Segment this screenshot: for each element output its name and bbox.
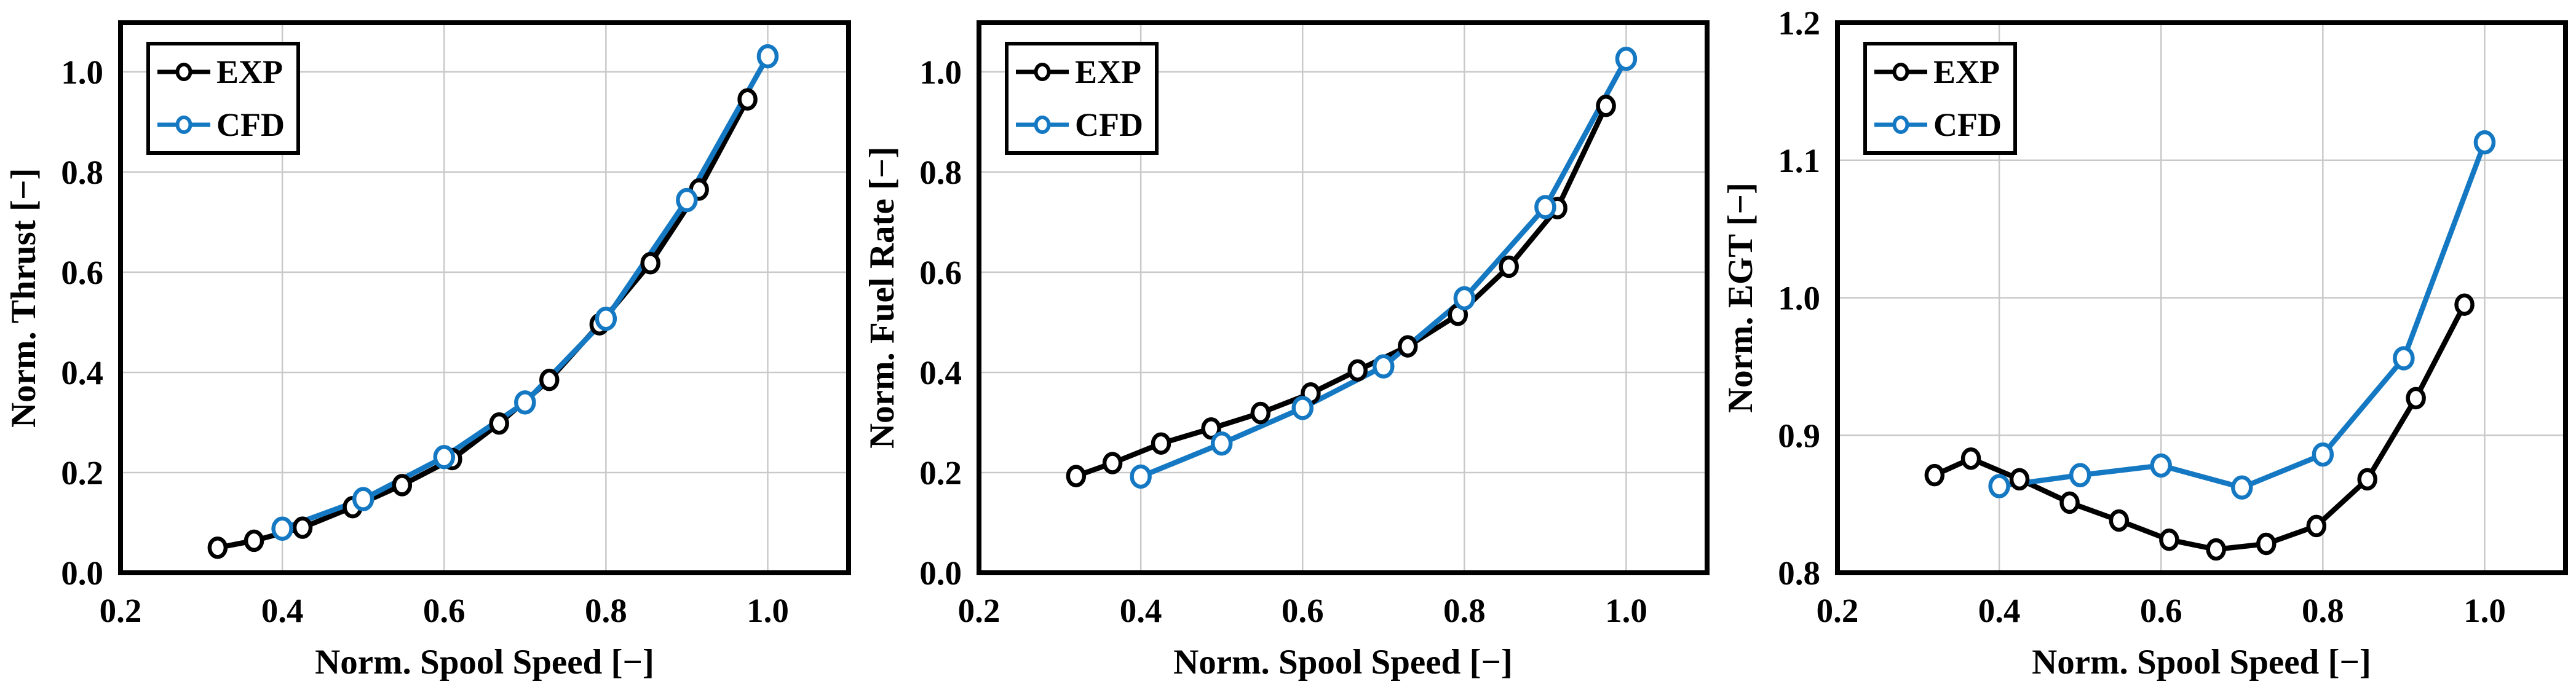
plot-border [118,20,851,575]
exp-line-marker-swatch [1016,61,1069,82]
svg-text:0.2: 0.2 [100,592,142,629]
svg-text:0.8: 0.8 [61,154,103,191]
gridlines [1837,23,2566,573]
y-axis-label-fuel-rate: Norm. Fuel Rate [−] [863,146,902,449]
x-tick-labels: 0.2 0.4 0.6 0.8 1.0 [1817,592,2506,629]
x-tick-labels: 0.2 0.4 0.6 0.8 1.0 [958,592,1647,629]
series-markers-EXP [1066,95,1616,487]
svg-text:1.0: 1.0 [2463,592,2506,629]
svg-text:0.6: 0.6 [919,254,962,291]
legend-label-cfd: CFD [1075,106,1143,143]
svg-text:1.0: 1.0 [919,53,962,91]
y-tick-labels: 0.0 0.2 0.4 0.6 0.8 1.0 [919,53,962,592]
legend-item-exp: EXP [157,53,296,91]
svg-text:0.6: 0.6 [61,254,103,291]
svg-text:0.4: 0.4 [1978,592,2021,629]
chart-panel-egt: 0.2 0.4 0.6 0.8 1.0 0.8 0.9 1.0 1.1 1.2 Norm. EGT… [1717,0,2575,684]
y-axis-label-thrust: Norm. Thrust [−] [4,168,43,428]
svg-text:0.8: 0.8 [1778,554,1820,592]
y-axis-label-egt: Norm. EGT [−] [1721,183,1760,413]
x-axis-label-spool-speed: Norm. Spool Speed [−] [1173,643,1513,682]
svg-text:0.2: 0.2 [958,592,1001,629]
legend-item-cfd: CFD [1874,106,2013,144]
legend-label-exp: EXP [216,53,283,90]
plot-border [1835,20,2568,575]
series-markers-EXP [1924,293,2475,561]
legend-label-cfd: CFD [216,106,285,143]
series-markers-CFD [1988,130,2496,500]
svg-text:1.2: 1.2 [1778,4,1820,42]
svg-text:1.0: 1.0 [1778,280,1820,317]
svg-text:1.0: 1.0 [747,592,789,629]
series-markers-EXP [207,88,758,559]
svg-text:1.0: 1.0 [1605,592,1647,629]
chart-panel-thrust: 0.2 0.4 0.6 0.8 1.0 0.0 0.2 0.4 0.6 0.8 1.0 Norm. … [0,0,858,684]
cfd-line-marker-swatch [1016,114,1069,135]
egt-plot: 0.2 0.4 0.6 0.8 1.0 0.8 0.9 1.0 1.1 1.2 [1717,0,2575,684]
svg-text:0.4: 0.4 [261,592,304,629]
svg-text:0.6: 0.6 [1282,592,1324,629]
svg-text:0.8: 0.8 [919,154,962,191]
svg-text:0.8: 0.8 [585,592,627,629]
legend-box: EXP CFD [146,42,300,155]
plot-border [977,20,1710,575]
svg-text:0.0: 0.0 [61,554,103,592]
svg-text:0.0: 0.0 [919,554,962,592]
legend-label-exp: EXP [1075,53,1141,90]
svg-text:0.2: 0.2 [919,454,962,492]
legend-item-exp: EXP [1874,53,2013,91]
svg-text:0.6: 0.6 [423,592,466,629]
cfd-line-marker-swatch [157,114,210,135]
legend-item-cfd: CFD [157,106,296,144]
cfd-circle-marker-icon [175,116,192,134]
svg-text:0.6: 0.6 [2140,592,2182,629]
legend-box: EXP CFD [1005,42,1159,155]
series-markers-CFD [1130,46,1638,489]
svg-text:0.9: 0.9 [1778,417,1820,454]
chart-panel-fuel-rate: 0.2 0.4 0.6 0.8 1.0 0.0 0.2 0.4 0.6 0.8 1.0 Norm. … [858,0,1717,684]
exp-circle-marker-icon [175,63,192,81]
x-axis-label-spool-speed: Norm. Spool Speed [−] [315,643,654,682]
svg-text:0.2: 0.2 [61,454,103,492]
svg-text:0.4: 0.4 [1120,592,1162,629]
legend-label-exp: EXP [1933,53,2000,90]
exp-line-marker-swatch [1874,61,1927,82]
exp-circle-marker-icon [1034,63,1051,81]
exp-line-marker-swatch [157,61,210,82]
legend-label-cfd: CFD [1933,106,2002,143]
thrust-plot: 0.2 0.4 0.6 0.8 1.00.00.20.40.60.81.0 [0,0,858,684]
y-tick-labels: 0.0 0.2 0.4 0.6 0.8 1.0 [61,53,103,592]
series-markers-CFD [271,44,779,541]
cfd-line-marker-swatch [1874,114,1927,135]
svg-text:1.1: 1.1 [1778,142,1820,179]
legend-item-cfd: CFD [1016,106,1155,144]
cfd-circle-marker-icon [1034,116,1051,134]
svg-text:1.0: 1.0 [61,53,103,91]
fuel-rate-plot: 0.2 0.4 0.6 0.8 1.00.00.20.40.60.81.0 [858,0,1717,684]
legend-box: EXP CFD [1863,42,2017,155]
cfd-circle-marker-icon [1892,116,1909,134]
gridlines [121,23,849,573]
x-tick-labels: 0.2 0.4 0.6 0.8 1.0 [100,592,789,629]
svg-text:0.8: 0.8 [2302,592,2344,629]
y-tick-labels: 0.8 0.9 1.0 1.1 1.2 [1778,4,1820,592]
exp-circle-marker-icon [1892,63,1909,81]
svg-text:0.4: 0.4 [61,354,103,391]
legend-item-exp: EXP [1016,53,1155,91]
svg-text:0.2: 0.2 [1817,592,1859,629]
x-axis-label-spool-speed: Norm. Spool Speed [−] [2032,643,2371,682]
svg-text:0.8: 0.8 [1443,592,1486,629]
svg-text:0.4: 0.4 [919,354,962,391]
